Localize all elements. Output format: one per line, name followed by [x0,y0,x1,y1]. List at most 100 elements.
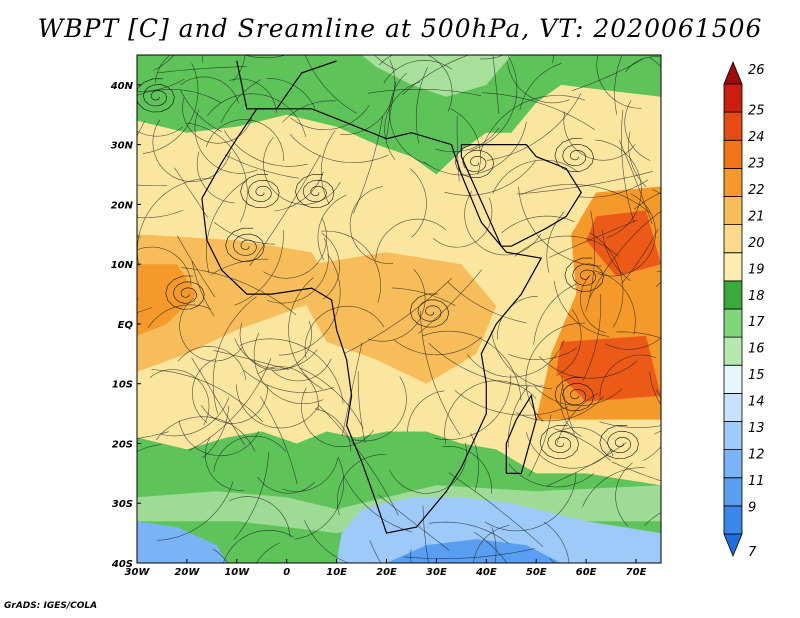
streamline [543,521,570,563]
vortex-swirl [554,377,594,412]
lat-tick-label: EQ [118,320,134,331]
streamline [518,186,602,267]
streamline [317,194,347,261]
streamline [340,59,396,135]
streamline [614,55,623,115]
streamline [624,56,661,73]
colorbar-label: 20 [748,236,765,251]
streamline [448,472,544,547]
lon-tick-label: 0 [283,567,290,578]
streamline [290,105,370,131]
streamline [482,92,596,130]
plot-frame [136,54,662,564]
lon-tick-label: 10W [224,567,250,578]
streamline [434,374,512,441]
streamline [389,442,467,494]
streamline [553,280,610,337]
colorbar-label: 19 [748,262,765,277]
colorbar-label: 23 [748,156,765,171]
streamline [229,496,291,538]
streamline [378,55,453,112]
streamline [491,527,497,563]
streamline [479,55,505,60]
colorbar-swatch [723,111,743,141]
colorbar-label: 9 [748,501,756,516]
streamline [643,446,661,461]
streamline [243,369,334,393]
streamline [454,390,569,416]
streamline [147,304,212,328]
streamline [155,416,256,452]
lat-tick-label: 40S [111,559,133,570]
colorbar-swatch [723,477,743,507]
region-lightgreen-north [361,55,512,97]
streamline [552,55,554,64]
streamline [179,297,243,362]
streamline [528,414,552,477]
colorbar-swatch [723,505,743,535]
streamline [533,283,577,345]
streamline [492,159,579,194]
streamline [420,310,461,436]
streamline [321,230,381,303]
streamline [470,432,479,492]
streamline [507,61,570,104]
streamline [239,320,313,371]
latitude-ticks: 40N 30N 20N 10N EQ 10S 20S 30S 40S [110,81,141,570]
streamline [415,67,428,144]
longitude-ticks: 30W 20W 10W 0 10E 20E 30E 40E 50E 60E 70E [125,559,647,578]
streamline [422,505,429,563]
streamline [196,151,235,204]
streamline [213,221,276,245]
colorbar-swatch [723,308,743,338]
streamline [553,428,611,462]
streamline [194,109,258,174]
streamline [560,384,582,437]
streamline [213,350,289,370]
streamline [402,55,470,96]
streamline [491,331,552,390]
streamline [299,367,364,429]
colorbar-swatch [723,280,743,310]
streamline [444,380,537,445]
streamline [546,211,565,273]
streamline [473,525,510,563]
streamline [384,81,421,160]
streamline [484,471,577,532]
streamline [392,287,456,306]
lon-tick-label: 40E [475,567,497,578]
streamline [375,218,447,260]
streamline [599,421,661,428]
coastline [236,60,337,110]
streamline [378,494,450,551]
colorbar-swatch [723,421,743,451]
streamline [582,467,645,507]
streamline [403,548,536,559]
streamline [507,347,578,361]
streamline [174,167,208,218]
streamline [154,55,224,83]
streamline [628,131,647,188]
streamline [442,445,493,494]
streamline [282,458,339,492]
streamline [151,369,264,423]
streamline [213,548,228,563]
vortex-swirl [165,275,205,310]
lon-tick-label: 30W [125,567,151,578]
streamline [563,111,636,161]
colorbar-swatch [723,364,743,394]
streamline [288,277,324,390]
streamline [205,179,247,274]
colorbar-label: 14 [748,395,765,410]
streamline [447,281,527,324]
colorbar-swatch [723,449,743,479]
streamline [525,322,586,422]
streamline [649,371,661,406]
streamline [213,435,287,473]
streamline [369,540,382,563]
streamline [180,76,239,104]
streamline [211,258,269,275]
streamline [421,330,522,401]
colorbar-swatch [723,167,743,197]
streamline [243,55,286,59]
